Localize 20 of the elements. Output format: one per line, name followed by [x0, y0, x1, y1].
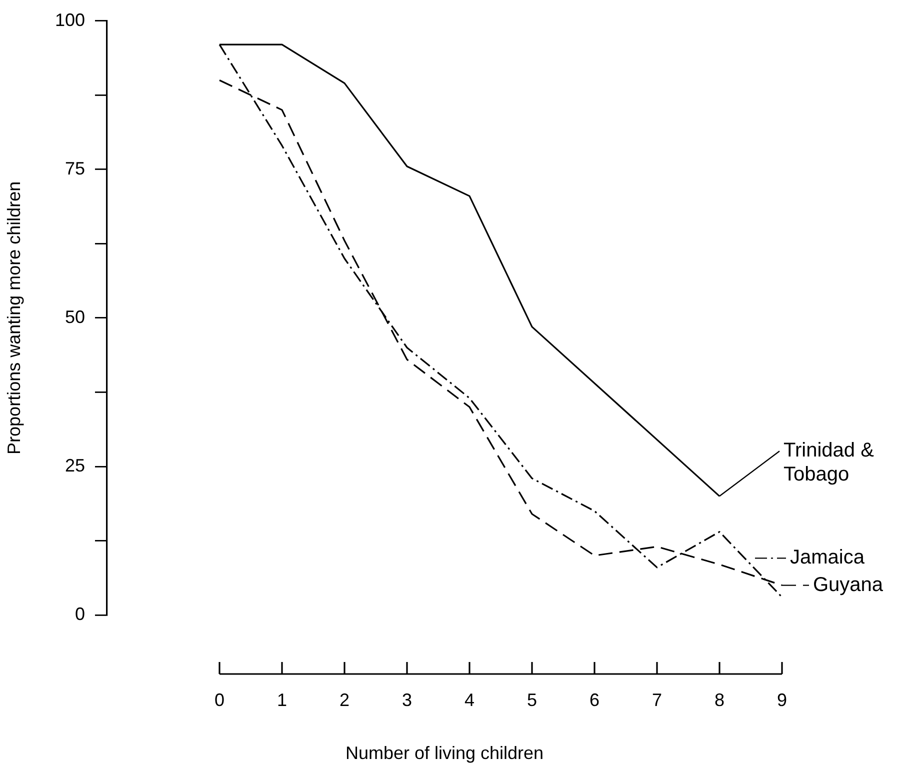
y-tick-label: 0 — [74, 604, 85, 624]
x-tick-label: 5 — [526, 690, 538, 710]
legend-label: Trinidad & Tobago — [784, 440, 875, 486]
x-axis-title: Number of living children — [345, 743, 544, 764]
x-tick-label: 8 — [714, 690, 725, 710]
x-tick-label: 9 — [776, 690, 788, 710]
y-tick-label: 25 — [64, 455, 85, 476]
x-tick-label: 0 — [214, 690, 225, 710]
x-tick-label: 3 — [402, 690, 412, 710]
y-tick-label: 75 — [64, 158, 85, 178]
x-tick-label: 4 — [464, 690, 475, 710]
x-tick-label: 7 — [652, 690, 662, 710]
legend-label: Jamaica — [790, 546, 866, 569]
y-tick-label: 50 — [64, 306, 85, 327]
x-tick-label: 2 — [339, 690, 350, 710]
x-tick-label: 6 — [589, 690, 600, 710]
legend-label: Guyana — [813, 574, 884, 596]
x-tick-label: 1 — [276, 690, 288, 710]
y-tick-label: 100 — [54, 10, 85, 30]
y-axis-title: Proportions wanting more children — [4, 181, 24, 454]
